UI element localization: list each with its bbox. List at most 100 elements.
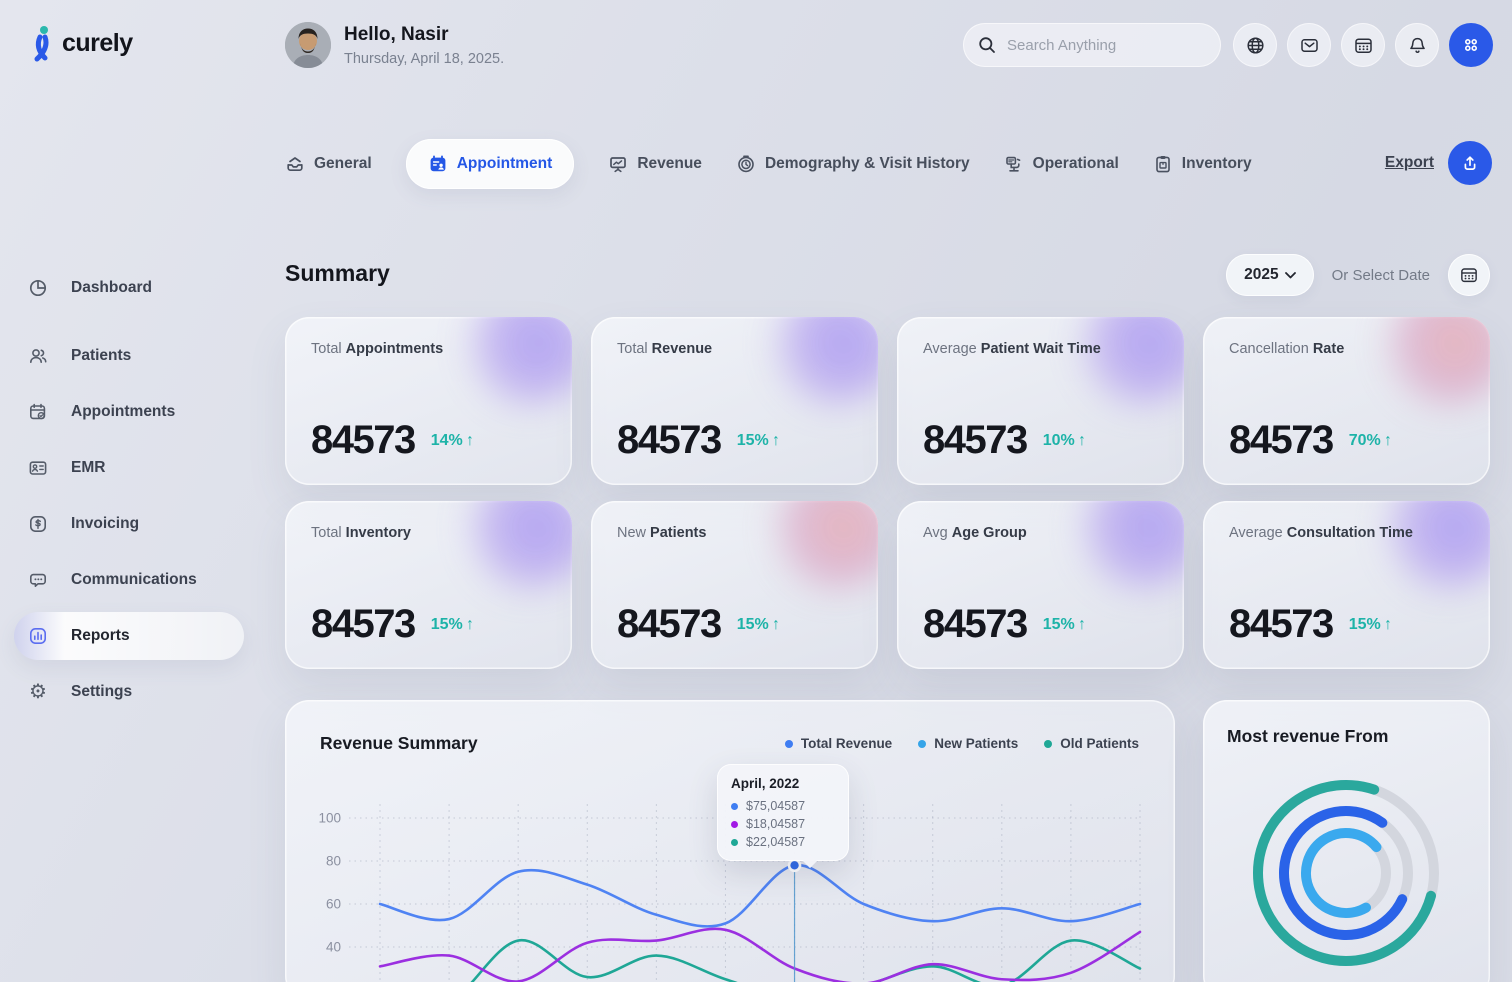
stat-delta: 15% ↑ bbox=[736, 431, 780, 449]
brand-logo: curely bbox=[28, 24, 133, 62]
calendar-button[interactable] bbox=[1341, 23, 1385, 67]
stat-card-appointments[interactable]: Total Appointments 84573 14% ↑ bbox=[285, 317, 572, 485]
globe-button[interactable] bbox=[1233, 23, 1277, 67]
summary-title: Summary bbox=[285, 260, 390, 286]
sidebar-item-label: Communications bbox=[71, 571, 197, 588]
tab-demography[interactable]: Demography & Visit History bbox=[736, 154, 970, 174]
stat-value: 84573 bbox=[617, 418, 722, 462]
sidebar-item-label: Invoicing bbox=[71, 515, 140, 532]
mail-icon bbox=[1300, 38, 1318, 52]
stat-delta: 10% ↑ bbox=[1042, 431, 1086, 449]
tab-label: General bbox=[314, 155, 372, 172]
brand-name: curely bbox=[62, 28, 133, 57]
date-picker-button[interactable] bbox=[1448, 254, 1490, 296]
gradient-blob bbox=[766, 317, 878, 409]
stat-card-revenue[interactable]: Total Revenue 84573 15% ↑ bbox=[591, 317, 878, 485]
stat-card-age-group[interactable]: Avg Age Group 84573 15% ↑ bbox=[897, 501, 1184, 669]
workstation-icon bbox=[1005, 156, 1021, 172]
tooltip-dot bbox=[731, 820, 738, 828]
legend-item-old-patients[interactable]: Old Patients bbox=[1044, 736, 1139, 751]
notifications-button[interactable] bbox=[1395, 23, 1439, 67]
calendar-check-icon bbox=[29, 403, 46, 420]
sidebar-item-label: Patients bbox=[71, 347, 132, 364]
tooltip-row: $18,04587 bbox=[731, 817, 835, 831]
stat-card-inventory[interactable]: Total Inventory 84573 15% ↑ bbox=[285, 501, 572, 669]
most-revenue-title: Most revenue From bbox=[1227, 726, 1389, 746]
avatar-photo bbox=[285, 22, 331, 68]
calendar-icon bbox=[1354, 37, 1372, 53]
greeting-block: Hello, Nasir Thursday, April 18, 2025. bbox=[285, 22, 504, 68]
sidebar-item-communications[interactable]: Communications bbox=[0, 552, 260, 608]
sidebar-item-label: Dashboard bbox=[71, 279, 152, 296]
search-bar[interactable] bbox=[963, 23, 1221, 67]
globe-icon bbox=[1246, 36, 1264, 54]
svg-text:40: 40 bbox=[326, 940, 341, 955]
tab-inventory[interactable]: Inventory bbox=[1153, 154, 1252, 174]
avatar[interactable] bbox=[285, 22, 331, 68]
sidebar-item-appointments[interactable]: Appointments bbox=[0, 384, 260, 440]
clipboard-box-icon bbox=[1155, 156, 1170, 173]
gradient-blob bbox=[766, 501, 878, 593]
legend-dot bbox=[1044, 739, 1053, 748]
stat-value: 84573 bbox=[1229, 602, 1334, 646]
stat-card-consultation-time[interactable]: Average Consultation Time 84573 15% ↑ bbox=[1203, 501, 1490, 669]
sidebar-item-invoicing[interactable]: Invoicing bbox=[0, 496, 260, 552]
or-select-date-label: Or Select Date bbox=[1331, 266, 1430, 284]
chart-tooltip: April, 2022 $75,04587 $18,04587 $22,0458… bbox=[717, 764, 849, 861]
upload-icon bbox=[1464, 156, 1476, 170]
id-card-icon bbox=[29, 461, 47, 475]
gradient-blob bbox=[1378, 317, 1490, 409]
dollar-icon bbox=[29, 515, 46, 532]
sidebar-item-dashboard[interactable]: Dashboard bbox=[0, 260, 260, 316]
tab-operational[interactable]: Operational bbox=[1004, 154, 1119, 174]
stat-value: 84573 bbox=[923, 418, 1028, 462]
tab-label: Appointment bbox=[456, 155, 553, 172]
stat-label: Average Consultation Time bbox=[1229, 525, 1413, 541]
sidebar-item-reports[interactable]: Reports bbox=[0, 608, 260, 664]
tray-icon bbox=[287, 157, 303, 172]
legend-dot bbox=[918, 739, 927, 748]
year-select[interactable]: 2025 bbox=[1226, 254, 1314, 296]
sidebar-item-patients[interactable]: Patients bbox=[0, 328, 260, 384]
export-upload-button[interactable] bbox=[1448, 141, 1492, 185]
gradient-blob bbox=[1378, 501, 1490, 593]
stat-label: Cancellation Rate bbox=[1229, 341, 1345, 357]
search-icon bbox=[979, 37, 995, 53]
messages-button[interactable] bbox=[1287, 23, 1331, 67]
sidebar-item-label: EMR bbox=[71, 459, 106, 476]
sidebar-item-emr[interactable]: EMR bbox=[0, 440, 260, 496]
tab-label: Inventory bbox=[1181, 155, 1252, 172]
stat-card-rate[interactable]: Cancellation Rate 84573 70% ↑ bbox=[1203, 317, 1490, 485]
tab-appointment[interactable]: Appointment bbox=[405, 139, 575, 189]
tab-revenue[interactable]: Revenue bbox=[608, 154, 702, 174]
tab-general[interactable]: General bbox=[285, 154, 372, 174]
svg-text:80: 80 bbox=[326, 854, 341, 869]
stat-value: 84573 bbox=[311, 418, 416, 462]
stat-value: 84573 bbox=[1229, 418, 1334, 462]
stat-card-patients[interactable]: New Patients 84573 15% ↑ bbox=[591, 501, 878, 669]
revenue-line-chart[interactable]: 100 80 60 40 bbox=[285, 798, 1175, 982]
year-value: 2025 bbox=[1244, 266, 1279, 283]
export-link[interactable]: Export bbox=[1384, 154, 1434, 171]
tooltip-row: $75,04587 bbox=[731, 799, 835, 813]
tooltip-value: $18,04587 bbox=[746, 817, 806, 831]
tooltip-dot bbox=[731, 838, 738, 846]
radial-rings-chart[interactable] bbox=[1245, 772, 1447, 974]
search-input[interactable] bbox=[1007, 36, 1187, 54]
tooltip-row: $22,04587 bbox=[731, 835, 835, 849]
stat-label: Avg Age Group bbox=[923, 525, 1027, 541]
stat-card-patient-wait-time[interactable]: Average Patient Wait Time 84573 10% ↑ bbox=[897, 317, 1184, 485]
legend-item-total-revenue[interactable]: Total Revenue bbox=[784, 736, 892, 751]
current-date: Thursday, April 18, 2025. bbox=[344, 50, 505, 67]
stat-delta: 15% ↑ bbox=[430, 615, 474, 633]
gradient-blob bbox=[1072, 317, 1184, 409]
apps-menu-button[interactable] bbox=[1449, 23, 1493, 67]
legend-item-new-patients[interactable]: New Patients bbox=[918, 736, 1018, 751]
gradient-blob bbox=[1072, 501, 1184, 593]
sidebar-item-settings[interactable]: ⚙ Settings bbox=[0, 664, 260, 720]
stat-label: Average Patient Wait Time bbox=[923, 341, 1101, 357]
apps-grid-icon bbox=[1465, 39, 1477, 51]
stat-value: 84573 bbox=[617, 602, 722, 646]
sidebar-item-label: Reports bbox=[71, 627, 130, 644]
